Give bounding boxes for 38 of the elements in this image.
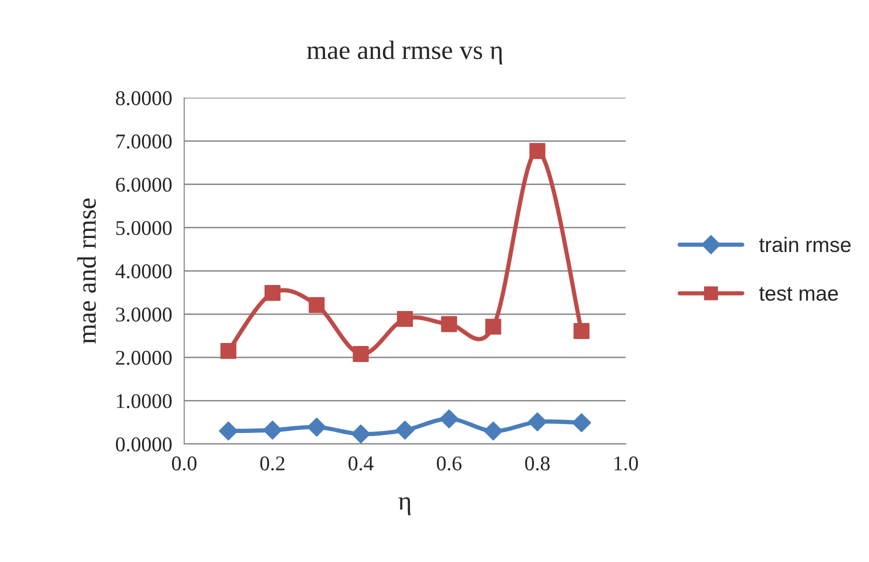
x-tick-label: 0.4	[348, 456, 374, 471]
point	[220, 342, 236, 359]
y-tick-label: 6.0000	[116, 178, 172, 192]
point	[218, 422, 238, 440]
x-tick-label: 0.2	[260, 456, 284, 471]
point	[485, 318, 502, 335]
y-tick-label: 1.0000	[116, 394, 172, 408]
y-axis-title: mae and rmse	[77, 198, 96, 344]
point	[351, 424, 370, 444]
x-tick-label: 0.6	[436, 456, 462, 471]
point	[263, 420, 282, 440]
legend-label: test mae	[759, 287, 838, 301]
point	[352, 346, 369, 362]
x-tick-label: 0.8	[525, 456, 550, 471]
point	[440, 409, 459, 428]
x-tick-label: 0.0	[172, 456, 196, 471]
point	[528, 412, 547, 432]
y-tick-label: 8.0000	[116, 91, 172, 106]
x-tick-label: 1.0	[614, 456, 638, 471]
legend-label: train rmse	[759, 236, 851, 252]
point	[396, 310, 413, 327]
y-tick-label: 3.0000	[116, 308, 172, 322]
y-tick-label: 4.0000	[116, 264, 172, 278]
y-tick-label: 0.0000	[116, 437, 172, 452]
y-tick-label: 5.0000	[116, 220, 172, 236]
y-tick-label: 7.0000	[116, 134, 172, 149]
point	[395, 420, 414, 440]
point	[572, 413, 592, 432]
point	[484, 422, 503, 440]
point	[574, 323, 590, 340]
chart-title: mae and rmse vs η	[307, 40, 502, 65]
point	[308, 297, 325, 314]
point	[307, 418, 326, 437]
point	[529, 143, 546, 159]
point	[264, 284, 280, 301]
point	[441, 316, 458, 332]
y-tick-label: 2.0000	[116, 350, 172, 365]
x-axis-title: η	[398, 497, 410, 516]
